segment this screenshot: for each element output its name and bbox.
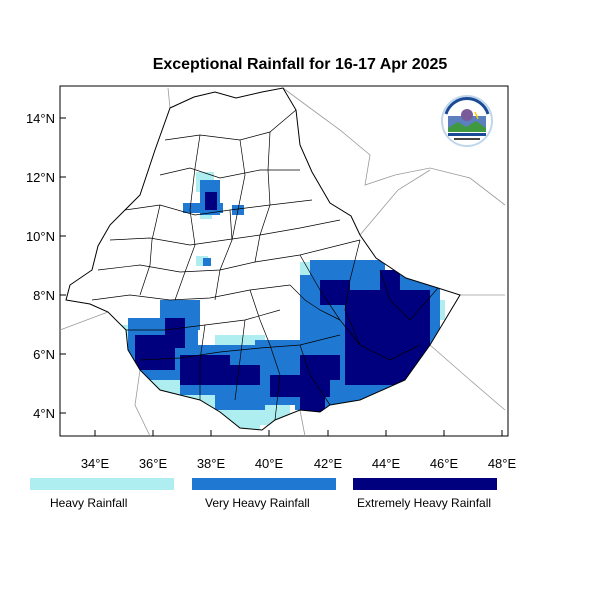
x-tick-label: 34°E: [81, 456, 110, 471]
plot-frame: [59, 85, 509, 437]
x-tick-label: 44°E: [372, 456, 401, 471]
country-outline: [65, 87, 461, 431]
y-tick-label: 14°N: [26, 111, 55, 126]
y-tick-label: 8°N: [33, 288, 55, 303]
meteorology-institute-logo: [441, 95, 493, 147]
y-axis-labels: 4°N 6°N 8°N 10°N 12°N 14°N: [26, 111, 55, 421]
x-tick-label: 38°E: [197, 456, 226, 471]
rainfall-layer: [120, 172, 445, 430]
extremely-heavy-rainfall-area: [135, 192, 430, 413]
y-tick-label: 12°N: [26, 170, 55, 185]
x-axis-labels: 34°E 36°E 38°E 40°E 42°E 44°E 46°E 48°E: [81, 456, 517, 471]
x-tick-label: 36°E: [139, 456, 168, 471]
x-tick-label: 46°E: [430, 456, 459, 471]
y-tick-label: 10°N: [26, 229, 55, 244]
y-axis-ticks: [60, 117, 66, 414]
map-title: Exceptional Rainfall for 16-17 Apr 2025: [152, 56, 448, 73]
x-axis-ticks: [94, 430, 503, 436]
y-tick-label: 6°N: [33, 347, 55, 362]
x-tick-label: 42°E: [314, 456, 343, 471]
admin-boundaries: [65, 87, 461, 431]
x-tick-label: 48°E: [488, 456, 517, 471]
y-tick-label: 4°N: [33, 406, 55, 421]
neighbor-boundaries: [59, 87, 506, 437]
x-tick-label: 40°E: [255, 456, 284, 471]
